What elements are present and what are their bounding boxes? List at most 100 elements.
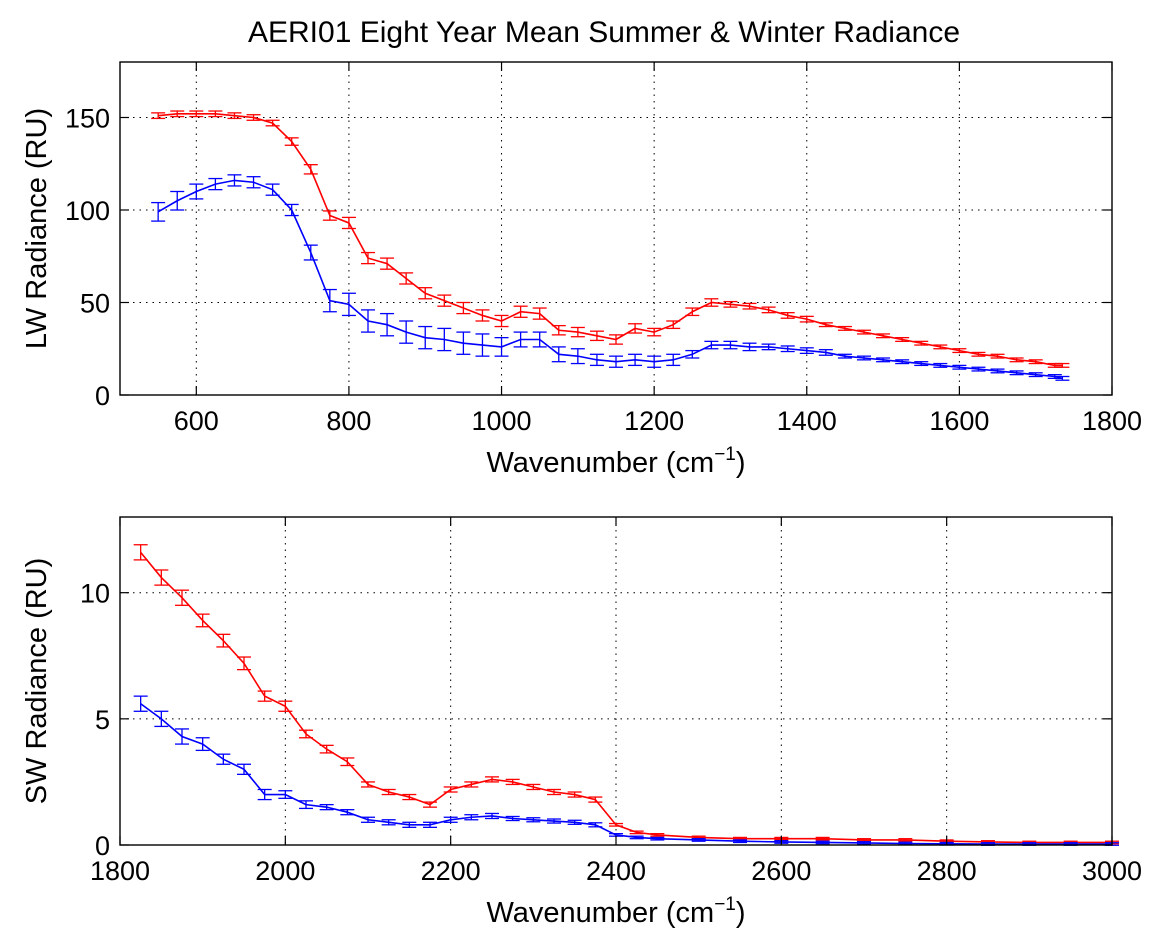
- lw-series-winter-errorbar: [895, 359, 910, 365]
- lw-series-winter-errorbar: [628, 353, 643, 367]
- sw-series-winter-errorbar: [567, 819, 582, 825]
- lw-series-summer-errorbar: [723, 300, 738, 308]
- lw-series-winter-errorbar: [818, 349, 833, 356]
- lw-series-summer-errorbar: [837, 325, 852, 331]
- lw-series-winter-errorbar: [723, 340, 738, 350]
- sw-series-winter-errorbar: [402, 821, 417, 828]
- sw-series-winter-errorbar: [629, 835, 644, 840]
- lw-series-summer-errorbar: [418, 287, 433, 300]
- lw-series-summer-errorbar: [876, 333, 891, 339]
- lw-series-winter-errorbar: [647, 355, 662, 368]
- sw-series-winter-errorbar: [505, 815, 520, 822]
- lw-series-winter-errorbar: [284, 203, 299, 217]
- lw-series-winter-errorbar: [570, 348, 585, 365]
- lw-series-summer-errorbar: [284, 137, 299, 146]
- lw-series-winter-errorbar: [1047, 373, 1062, 380]
- lw-series-winter-errorbar: [246, 176, 261, 189]
- lw-series-summer-errorbar: [208, 110, 223, 118]
- sw-series-winter-errorbar: [650, 836, 665, 841]
- sw-series-winter-errorbar: [381, 819, 396, 826]
- sw-series-summer-errorbar: [443, 786, 458, 793]
- lw-x-axis-label: Wavenumber (cm−1): [486, 444, 745, 479]
- lw-series-summer-errorbar: [857, 329, 871, 335]
- lw-series-winter-errorbar: [532, 331, 547, 348]
- sw-series-winter-errorbar: [299, 800, 313, 810]
- lw-series-winter-errorbar: [742, 342, 757, 352]
- sw-series-summer-errorbar: [815, 836, 830, 841]
- lw-series-winter-errorbar: [494, 336, 509, 357]
- lw-series-summer-errorbar: [780, 312, 795, 319]
- lw-series-summer-errorbar: [609, 334, 623, 345]
- lw-series-summer-errorbar: [341, 216, 356, 230]
- sw-series-summer-errorbar: [257, 690, 272, 702]
- sw-series-summer-errorbar: [547, 788, 561, 796]
- lw-series-winter-errorbar: [1028, 372, 1043, 378]
- sw-x-tick-label: 2800: [917, 856, 977, 886]
- lw-series-winter-errorbar: [380, 312, 395, 337]
- lw-series-winter-errorbar: [456, 331, 471, 355]
- lw-series-winter-errorbar: [589, 353, 604, 367]
- sw-series-summer-errorbar: [609, 822, 623, 827]
- lw-series-winter-errorbar: [837, 353, 852, 359]
- lw-series-summer-errorbar: [761, 306, 776, 314]
- lw-series-winter-errorbar: [704, 340, 719, 350]
- sw-series-summer-errorbar: [629, 830, 644, 835]
- lw-series-winter-errorbar: [361, 309, 375, 333]
- sw-x-tick-label: 2000: [255, 856, 315, 886]
- lw-radiance-panel: 600 800 1000 1200 1400 1600 1800 0 50 100 150 Waven…: [21, 61, 1142, 479]
- lw-series-summer-errorbar: [933, 344, 948, 350]
- lw-series-winter-errorbar: [1009, 370, 1024, 376]
- lw-series-summer-errorbar: [361, 251, 375, 265]
- lw-series-winter-errorbar: [227, 174, 242, 187]
- sw-series-summer-errorbar: [898, 838, 913, 842]
- lw-series-summer-errorbar: [647, 327, 662, 337]
- sw-series-summer-errorbar: [154, 569, 169, 586]
- lw-series-winter-errorbar: [208, 177, 223, 191]
- lw-series-summer-errorbar: [666, 320, 681, 330]
- lw-series-summer-errorbar: [246, 114, 261, 121]
- lw-y-tick-label: 100: [65, 196, 110, 226]
- sw-y-tick-label: 0: [95, 831, 110, 861]
- lw-series-winter-errorbar: [265, 183, 280, 196]
- lw-series-summer-errorbar: [952, 348, 967, 354]
- sw-series-summer-errorbar: [319, 744, 334, 754]
- lw-y-tick-label: 50: [80, 289, 110, 319]
- lw-x-tick-label: 1000: [471, 406, 531, 436]
- sw-series-summer-errorbar: [278, 700, 293, 712]
- lw-series-summer-errorbar: [399, 272, 414, 285]
- lw-series-summer-errorbar: [227, 112, 242, 120]
- sw-y-tick-label: 5: [95, 705, 110, 735]
- sw-series-summer-errorbar: [195, 613, 210, 628]
- lw-series-winter-errorbar: [189, 183, 204, 200]
- lw-series-winter-errorbar: [914, 361, 929, 367]
- lw-series-summer-errorbar: [151, 112, 166, 120]
- sw-series-winter-errorbar: [526, 817, 541, 823]
- lw-series-summer-errorbar: [494, 314, 509, 328]
- lw-series-winter-errorbar: [551, 346, 566, 363]
- sw-series-summer-errorbar: [237, 656, 251, 671]
- sw-series-winter-errorbar: [443, 816, 458, 823]
- sw-series-summer-errorbar: [175, 589, 189, 606]
- sw-y-axis-label: SW Radiance (RU): [21, 558, 53, 805]
- sw-series-summer-errorbar: [464, 781, 479, 788]
- lw-x-tick-label: 1200: [624, 406, 684, 436]
- lw-series-summer-errorbar: [895, 336, 910, 343]
- lw-y-tick-label: 150: [65, 104, 110, 134]
- sw-series-summer-errorbar: [299, 729, 313, 739]
- lw-series-summer-errorbar: [685, 307, 700, 317]
- lw-series-winter-errorbar: [151, 201, 166, 222]
- lw-series-winter-errorbar: [876, 357, 891, 363]
- lw-series-winter-errorbar: [609, 355, 623, 368]
- lw-x-tick-label: 1400: [777, 406, 837, 436]
- lw-series-winter-errorbar: [666, 353, 681, 367]
- sw-series-winter-errorbar: [278, 790, 293, 799]
- lw-axes-frame: [119, 61, 1113, 396]
- sw-series-winter-errorbar: [547, 818, 561, 824]
- sw-x-tick-label: 3000: [1082, 856, 1142, 886]
- lw-series-winter-errorbar: [685, 349, 700, 359]
- lw-series-winter-errorbar: [418, 325, 433, 350]
- lw-series-winter-errorbar: [1055, 375, 1070, 381]
- lw-x-tick-label: 1800: [1082, 406, 1142, 436]
- lw-series-summer-errorbar: [914, 340, 929, 346]
